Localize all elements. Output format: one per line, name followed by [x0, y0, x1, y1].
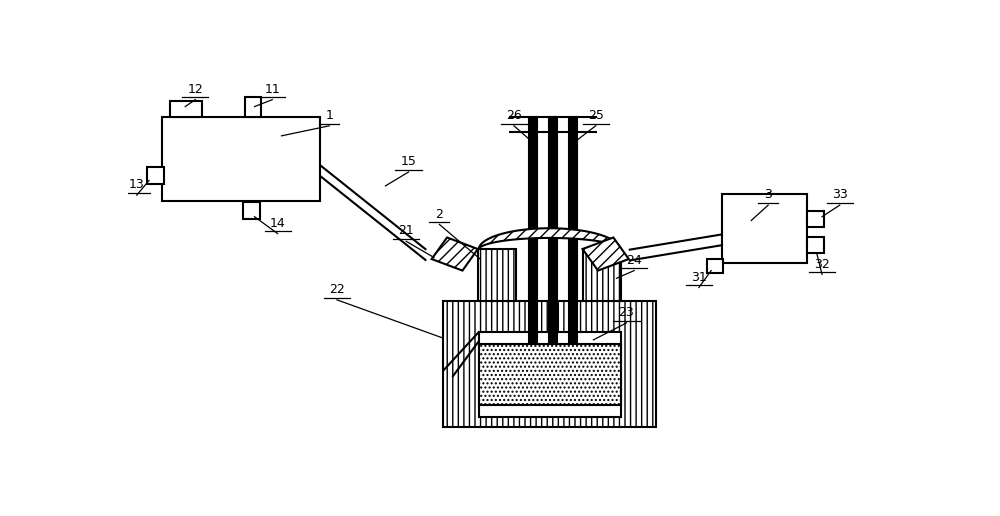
Text: 31: 31: [691, 271, 707, 284]
Bar: [807, 237, 824, 253]
Text: 14: 14: [270, 217, 286, 230]
Bar: [147, 167, 164, 184]
Bar: [243, 202, 260, 219]
Text: 33: 33: [832, 188, 848, 201]
Text: 2: 2: [435, 207, 443, 220]
Text: 12: 12: [187, 83, 203, 96]
Polygon shape: [432, 237, 478, 270]
Text: 3: 3: [764, 188, 772, 201]
Bar: [529, 117, 537, 342]
Bar: [162, 117, 320, 201]
Bar: [807, 211, 824, 227]
Bar: [170, 101, 202, 117]
Bar: [443, 301, 656, 427]
Polygon shape: [479, 228, 620, 250]
Text: 15: 15: [401, 155, 416, 168]
Bar: [478, 249, 516, 301]
Text: 11: 11: [264, 83, 280, 96]
Text: 22: 22: [329, 283, 345, 296]
Text: 21: 21: [398, 224, 414, 237]
Text: 25: 25: [588, 109, 604, 122]
Bar: [707, 259, 723, 273]
Text: 23: 23: [619, 306, 634, 319]
Bar: [479, 332, 621, 417]
Text: 1: 1: [325, 109, 333, 122]
Bar: [722, 194, 807, 263]
Bar: [549, 117, 557, 342]
Text: 32: 32: [814, 257, 830, 270]
Bar: [569, 117, 577, 342]
Bar: [479, 344, 621, 406]
Text: 26: 26: [506, 109, 522, 122]
Text: 24: 24: [626, 254, 642, 267]
Polygon shape: [583, 237, 629, 270]
Bar: [245, 98, 261, 117]
Text: 13: 13: [129, 179, 145, 191]
Bar: [583, 249, 621, 301]
